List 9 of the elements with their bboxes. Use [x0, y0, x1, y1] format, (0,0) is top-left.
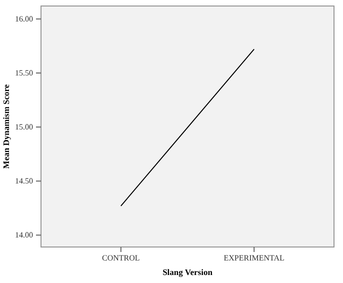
y-tick-label: 14.00	[15, 230, 33, 240]
y-tick-label: 16.00	[15, 14, 33, 24]
x-axis-title: Slang Version	[162, 267, 213, 277]
x-tick-label: EXPERIMENTAL	[224, 254, 285, 263]
y-tick-label: 14.50	[15, 176, 33, 186]
y-tick-label: 15.00	[15, 122, 33, 132]
y-axis-title: Mean Dynamism Score	[0, 84, 11, 169]
y-tick-label: 15.50	[15, 68, 33, 78]
x-tick-label: CONTROL	[102, 254, 140, 263]
